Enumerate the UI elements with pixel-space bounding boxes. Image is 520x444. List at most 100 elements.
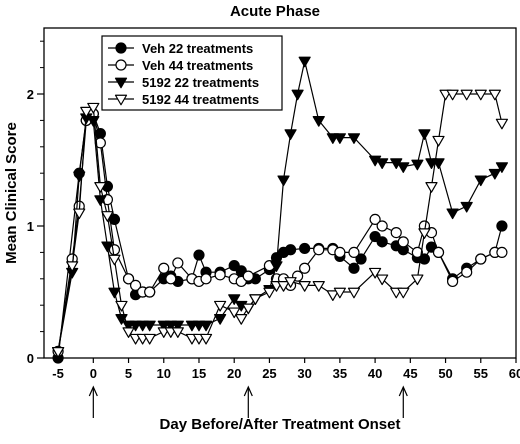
- data-point: [144, 286, 156, 298]
- data-point: [495, 162, 509, 173]
- legend-label: Veh 22 treatments: [142, 41, 253, 56]
- data-point: [418, 228, 431, 239]
- data-point: [333, 287, 346, 299]
- data-point: [108, 287, 121, 299]
- axes: -5 0 5 10 15 20 25 30 35 40 45 50 55 60 0 1 2: [27, 40, 520, 381]
- data-point: [298, 56, 311, 68]
- data-point: [122, 327, 135, 338]
- data-point: [108, 213, 121, 225]
- data-point: [299, 262, 311, 274]
- data-point: [411, 246, 423, 258]
- y-tick-label: 1: [27, 219, 34, 234]
- x-axis-title: Day Before/After Treatment Onset: [160, 416, 401, 433]
- legend-item: Veh 22 treatments: [108, 41, 253, 56]
- data-point: [369, 267, 382, 279]
- legend-item: Veh 44 treatments: [108, 58, 253, 73]
- x-tick-label: 40: [368, 366, 382, 381]
- data-point: [312, 281, 325, 292]
- data-point: [66, 261, 79, 272]
- x-tick-label: 20: [227, 366, 241, 381]
- data-point: [143, 320, 156, 332]
- data-point: [348, 246, 360, 258]
- x-tick-label: 0: [90, 366, 97, 381]
- x-tick-label: 25: [262, 366, 276, 381]
- data-point: [488, 168, 501, 180]
- x-tick-label: 50: [438, 366, 452, 381]
- legend-label: 5192 22 treatments: [142, 75, 259, 90]
- x-tick-label: -5: [52, 366, 64, 381]
- treatment-arrow: [88, 385, 98, 418]
- legend-item: 5192 22 treatments: [108, 75, 259, 90]
- data-point: [397, 236, 409, 248]
- data-point: [411, 159, 424, 171]
- data-point: [348, 262, 360, 274]
- arrow-head: [398, 385, 408, 397]
- data-point: [200, 273, 212, 285]
- data-point: [460, 201, 473, 213]
- data-point: [228, 294, 241, 305]
- data-point: [333, 133, 346, 144]
- data-point: [80, 106, 93, 118]
- series-2: [52, 108, 508, 357]
- data-point: [446, 208, 459, 220]
- data-point: [291, 89, 304, 101]
- data-point: [418, 129, 431, 140]
- x-tick-label: 35: [333, 366, 347, 381]
- data-point: [129, 279, 142, 291]
- data-point: [87, 116, 100, 127]
- data-point: [51, 347, 65, 358]
- y-axis-title: Mean Clinical Score: [3, 122, 20, 264]
- treatment-arrow: [398, 385, 408, 418]
- data-point: [376, 236, 388, 248]
- data-point: [122, 273, 135, 285]
- data-point: [193, 249, 205, 261]
- data-point: [171, 327, 184, 338]
- data-point: [214, 300, 227, 312]
- data-point: [284, 244, 297, 256]
- data-point: [73, 208, 86, 220]
- data-point: [101, 211, 114, 222]
- data-point: [460, 89, 473, 101]
- series-1: [52, 108, 508, 364]
- legend-label: Veh 44 treatments: [142, 58, 253, 73]
- y-tick-label: 2: [27, 87, 34, 102]
- data-point: [474, 175, 487, 187]
- treatment-arrow: [243, 385, 253, 418]
- data-point: [299, 242, 311, 255]
- data-point: [263, 287, 276, 299]
- data-point: [87, 102, 100, 114]
- data-point: [347, 287, 361, 299]
- data-point: [432, 135, 445, 147]
- arrow-head: [243, 385, 253, 397]
- data-point: [376, 274, 389, 286]
- data-point: [235, 314, 248, 325]
- data-point: [474, 89, 487, 101]
- plot-frame: [43, 27, 517, 359]
- x-tick-label: 30: [297, 366, 311, 381]
- data-point: [313, 244, 325, 256]
- legend-marker: [115, 59, 127, 71]
- data-point: [284, 277, 297, 288]
- data-point: [101, 241, 114, 253]
- data-point: [397, 162, 410, 173]
- data-point: [277, 281, 290, 292]
- data-point: [355, 253, 367, 265]
- data-point: [108, 254, 121, 266]
- data-point: [376, 158, 389, 169]
- x-tick-label: 55: [474, 366, 488, 381]
- data-point: [199, 320, 213, 332]
- data-point: [242, 303, 255, 315]
- data-point: [158, 262, 170, 274]
- data-point: [143, 333, 156, 345]
- data-point: [461, 266, 473, 278]
- data-point: [369, 213, 381, 225]
- data-point: [432, 246, 445, 258]
- data-point: [496, 220, 508, 232]
- x-tick-label: 60: [509, 366, 520, 381]
- legend-marker: [114, 77, 128, 89]
- data-point: [475, 253, 487, 265]
- x-tick-label: 45: [403, 366, 417, 381]
- arrow-head: [88, 385, 98, 397]
- data-point: [214, 314, 227, 325]
